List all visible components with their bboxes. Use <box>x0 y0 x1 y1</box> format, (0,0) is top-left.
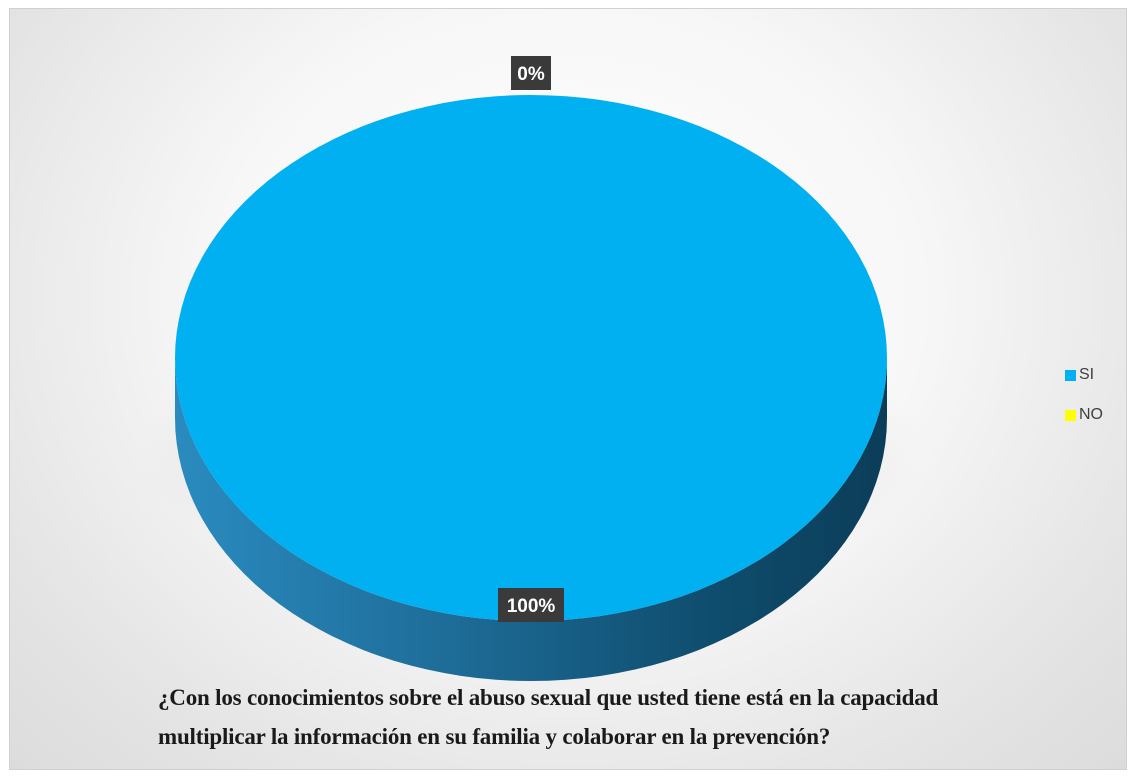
legend-label-si: SI <box>1079 366 1095 383</box>
legend-item-no: NO <box>1065 404 1126 426</box>
data-label-text: 0% <box>517 64 545 85</box>
legend-label-no: NO <box>1079 406 1103 423</box>
chart-title: ¿Con los conocimientos sobre el abuso se… <box>158 678 1098 756</box>
data-label-box <box>511 56 551 90</box>
legend-swatch-si <box>1065 369 1076 381</box>
pie-side-wall <box>175 358 887 681</box>
chart-title-line-1: ¿Con los conocimientos sobre el abuso se… <box>158 685 939 710</box>
data-label-text: 100% <box>507 596 556 617</box>
legend: SI NO <box>1065 364 1126 444</box>
legend-swatch-no <box>1065 409 1076 421</box>
chart-title-line-2: multiplicar la información en su familia… <box>158 724 831 749</box>
chart-area: 100% 0% SI NO ¿Con los conocimientos sobr… <box>9 8 1127 770</box>
pie-chart: 100% 0% <box>135 56 927 681</box>
legend-item-si: SI <box>1065 364 1126 386</box>
pie-slice-si <box>175 95 887 621</box>
data-label-no: 0% <box>511 56 551 90</box>
data-label-si: 100% <box>498 588 564 622</box>
data-label-box <box>498 588 564 622</box>
